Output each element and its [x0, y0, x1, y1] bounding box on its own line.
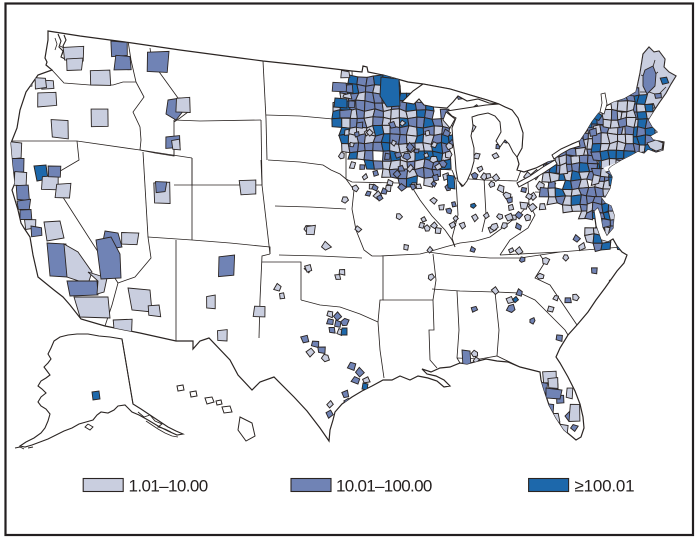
svg-text:≥100.01: ≥100.01	[575, 477, 635, 496]
svg-text:10.01–100.00: 10.01–100.00	[336, 477, 432, 496]
svg-text:1.01–10.00: 1.01–10.00	[129, 477, 208, 496]
